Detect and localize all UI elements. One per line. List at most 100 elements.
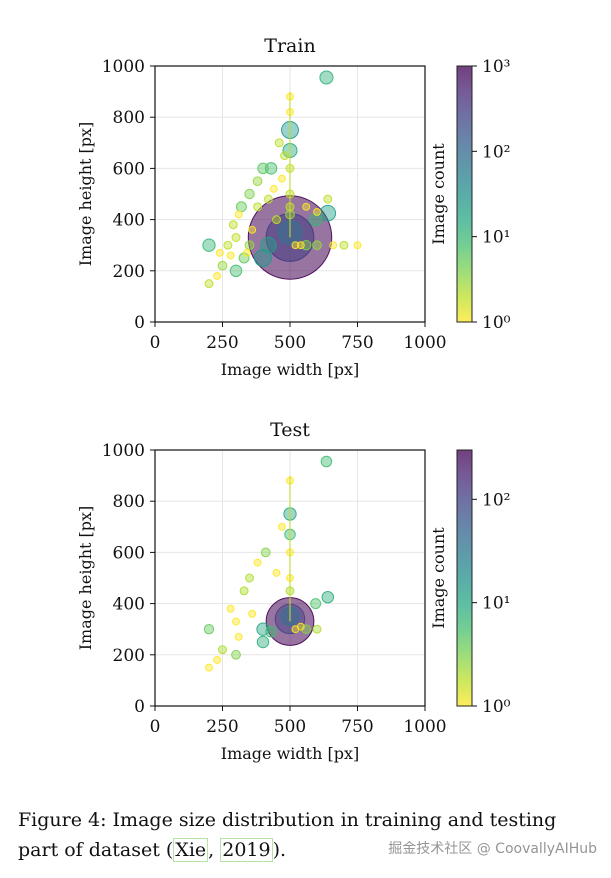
x-axis-label: Image width [px] [221,744,359,763]
data-point [260,236,277,254]
x-tick-label: 750 [341,333,373,353]
x-tick-label: 0 [150,333,161,353]
data-point [272,568,281,577]
data-point [313,207,321,216]
y-axis-label: Image height [px] [76,122,95,267]
x-tick-label: 1000 [403,717,446,737]
data-point [226,604,235,613]
data-point [245,573,254,583]
data-point [223,240,233,250]
data-point [296,241,305,250]
colorbar-label: Image count [429,527,448,629]
data-point [253,202,263,212]
data-point [302,202,311,211]
chart-train: 0 250 500 750 1000 0 200 400 600 800 1000 Train Imag… [76,35,511,379]
data-point [254,249,272,267]
chart-title: Train [264,35,315,57]
data-point [244,240,255,251]
data-point [226,251,235,260]
y-tick-label: 200 [113,262,145,282]
data-point [265,625,277,638]
colorbar-tick-label: 10² [482,490,510,510]
colorbar-tick-label: 10² [482,142,510,162]
data-point [204,279,214,289]
x-axis-label: Image width [px] [221,360,359,379]
caption-comma: , [208,839,221,861]
x-tick-label: 250 [206,333,238,353]
data-point [308,212,323,227]
y-tick-label: 0 [134,697,145,717]
caption-suffix: ). [272,839,287,861]
data-point [264,162,278,175]
data-point [234,210,243,219]
y-axis-label: Image height [px] [76,506,95,651]
y-tick-label: 1000 [102,57,145,77]
data-point [248,609,257,618]
data-point [320,455,333,468]
data-point [213,655,222,664]
data-point [217,260,228,271]
y-tick-label: 600 [113,159,145,179]
watermark: 掘金技术社区 @ CoovallyAIHub [388,841,597,857]
data-point [253,558,262,567]
chart-test: 0 250 500 750 1000 0 200 400 600 800 1000 Test Image… [76,419,511,763]
data-point [274,138,284,148]
data-point [257,162,269,175]
y-tick-label: 1000 [102,441,145,461]
caption-prefix: Figure 4: Image size distribution in tra… [18,809,557,861]
data-point [296,622,305,631]
data-point [291,241,300,250]
data-point [205,663,213,672]
data-point [319,70,334,85]
chart-title: Test [270,419,310,441]
colorbar-tick-label: 10¹ [482,228,510,248]
x-tick-label: 1000 [403,333,446,353]
data-point [323,194,333,204]
data-point [234,632,243,641]
data-point [312,240,322,251]
data-point [321,590,335,604]
data-point [277,174,286,183]
data-point [319,204,337,222]
data-point [235,201,247,213]
data-point [248,225,257,234]
y-tick-label: 0 [134,313,145,333]
y-tick-label: 400 [113,595,145,615]
y-tick-label: 200 [113,646,145,666]
colorbar-label: Image count [429,143,448,245]
data-point [263,194,273,204]
data-point [228,220,238,230]
data-point [215,248,224,257]
colorbar [456,449,473,707]
citation-author-link[interactable]: Xie [173,838,209,862]
y-tick-label: 800 [113,492,145,512]
citation-year-link[interactable]: 2019 [220,838,273,862]
data-point [312,624,322,634]
data-point [231,649,241,660]
data-point [353,241,362,250]
data-point [339,240,349,250]
figure-caption: Figure 4: Image size distribution in tra… [18,805,598,865]
data-point [239,586,249,596]
colorbar-tick-label: 10⁰ [482,313,511,333]
data-point [310,598,322,610]
colorbar-tick-label: 10⁰ [482,697,511,717]
data-point [260,547,271,558]
data-point [329,241,338,250]
data-point [256,635,270,649]
x-tick-label: 500 [274,717,306,737]
data-point [232,617,240,626]
data-point [244,188,255,200]
data-point [231,233,241,242]
x-tick-label: 0 [150,717,161,737]
data-point [213,271,222,280]
y-tick-label: 800 [113,108,145,128]
data-point [218,645,227,655]
x-tick-label: 500 [274,333,306,353]
data-point [272,215,281,225]
x-tick-label: 750 [341,717,373,737]
colorbar-tick-label: 10¹ [482,594,510,614]
data-point [242,248,251,257]
data-point [238,252,250,264]
